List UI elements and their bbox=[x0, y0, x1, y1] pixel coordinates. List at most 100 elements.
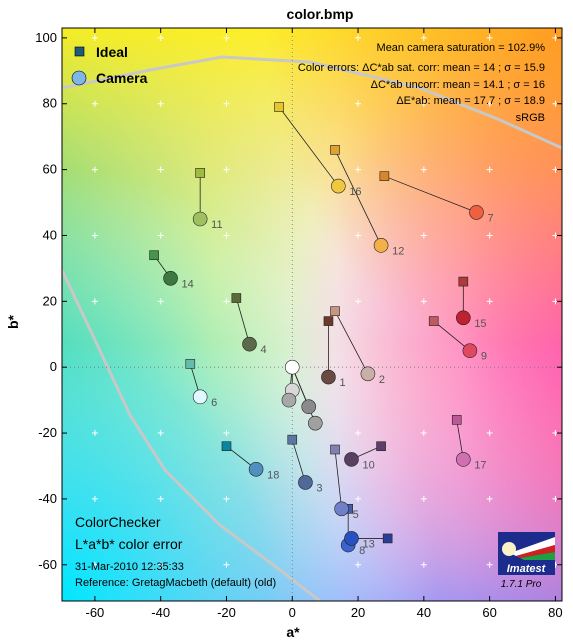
grid-mark bbox=[420, 430, 427, 437]
y-tick-label: -20 bbox=[38, 425, 57, 440]
grid-mark bbox=[420, 232, 427, 239]
grid-mark bbox=[223, 561, 230, 568]
y-tick-label: 60 bbox=[43, 162, 57, 177]
ideal-point bbox=[458, 276, 469, 287]
patch-label: 15 bbox=[474, 318, 486, 330]
patch-label: 14 bbox=[182, 278, 194, 290]
legend-ideal: Ideal bbox=[96, 44, 128, 60]
grid-mark bbox=[157, 100, 164, 107]
camera-point bbox=[192, 211, 208, 227]
error-line bbox=[291, 367, 316, 424]
y-tick-label: -60 bbox=[38, 557, 57, 572]
x-tick-label: 20 bbox=[351, 605, 365, 620]
grid-mark bbox=[420, 34, 427, 41]
y-axis-label: b* bbox=[5, 314, 21, 329]
ideal-point bbox=[382, 533, 393, 544]
error-line bbox=[433, 320, 471, 352]
error-line bbox=[291, 439, 306, 483]
camera-point bbox=[298, 475, 313, 490]
grid-mark bbox=[223, 430, 230, 437]
y-tick-label: 100 bbox=[35, 30, 57, 45]
camera-point bbox=[192, 389, 208, 405]
patch-label: 9 bbox=[481, 351, 487, 363]
grid-mark bbox=[355, 298, 362, 305]
gamut-boundary-top bbox=[62, 55, 562, 150]
patch-label: 17 bbox=[474, 459, 486, 471]
camera-point bbox=[307, 415, 323, 431]
legend-square-marker bbox=[74, 46, 85, 57]
camera-point bbox=[373, 238, 389, 253]
ideal-point bbox=[149, 250, 159, 261]
grid-mark bbox=[223, 232, 230, 239]
patch-label: 2 bbox=[379, 374, 385, 386]
camera-point bbox=[456, 310, 471, 326]
info-date: 31-Mar-2010 12:35:33 bbox=[75, 561, 184, 573]
camera-point bbox=[284, 359, 300, 375]
stat-saturation: Mean camera saturation = 102.9% bbox=[377, 42, 546, 54]
stats-box: Mean camera saturation = 102.9% Color er… bbox=[298, 42, 545, 124]
ideal-point bbox=[330, 306, 340, 317]
stat-colorspace: sRGB bbox=[516, 112, 545, 124]
patch-label: 5 bbox=[353, 509, 359, 521]
ideal-point bbox=[330, 444, 340, 455]
ideal-point bbox=[221, 441, 232, 452]
ideal-point bbox=[451, 415, 462, 425]
gamut-boundary-bottom bbox=[62, 269, 321, 601]
y-tick-label: 40 bbox=[43, 227, 57, 242]
error-line bbox=[235, 297, 250, 345]
grid-mark bbox=[420, 100, 427, 107]
chart-title: color.bmp bbox=[287, 6, 354, 22]
zero-axes bbox=[62, 28, 562, 601]
camera-point bbox=[456, 452, 471, 467]
ideal-point bbox=[287, 434, 298, 445]
camera-point bbox=[281, 392, 297, 408]
patch-label: 18 bbox=[267, 469, 279, 481]
y-tick-label: 20 bbox=[43, 293, 57, 308]
camera-point bbox=[331, 178, 346, 194]
x-tick-label: 0 bbox=[289, 605, 296, 620]
stat-uncorr: ΔC*ab uncorr: mean = 14.1 ; σ = 16 bbox=[371, 79, 545, 91]
logo-stripe-white bbox=[510, 537, 555, 556]
grid-mark bbox=[486, 561, 493, 568]
grid-mark bbox=[223, 495, 230, 502]
grid-mark bbox=[420, 561, 427, 568]
y-tick-label: -40 bbox=[38, 491, 57, 506]
camera-point bbox=[344, 452, 359, 467]
ideal-point bbox=[274, 102, 284, 112]
ideal-point bbox=[195, 168, 205, 178]
axis-ticks: -60 -40 -20 0 20 40 60 80 -60 -40 -20 0 20 40 60 80 100 bbox=[35, 28, 563, 620]
patch-label: 7 bbox=[487, 212, 493, 224]
patch-label: 12 bbox=[392, 245, 404, 257]
patch-label: 16 bbox=[349, 186, 361, 198]
y-tick-label: 80 bbox=[43, 96, 57, 111]
grid-mark bbox=[355, 100, 362, 107]
grid-mark bbox=[223, 34, 230, 41]
grid-mark bbox=[223, 166, 230, 173]
x-axis-label: a* bbox=[286, 624, 300, 640]
camera-point bbox=[163, 270, 178, 286]
legend-circle-marker bbox=[71, 70, 87, 86]
grid-mark bbox=[420, 298, 427, 305]
camera-point bbox=[321, 369, 336, 385]
version-text: 1.7.1 Pro bbox=[501, 579, 542, 590]
x-tick-label: -60 bbox=[85, 605, 104, 620]
patch-label: 13 bbox=[362, 538, 374, 550]
grid-mark bbox=[486, 495, 493, 502]
camera-point bbox=[242, 336, 257, 352]
ideal-point bbox=[323, 316, 334, 326]
info-name: ColorChecker bbox=[75, 514, 161, 530]
camera-point bbox=[462, 343, 478, 359]
error-line bbox=[334, 449, 343, 509]
x-tick-label: -20 bbox=[217, 605, 236, 620]
legend: Ideal Camera bbox=[71, 44, 148, 86]
stat-sat-corr: Color errors: ΔC*ab sat. corr: mean = 14… bbox=[298, 62, 545, 74]
logo-stripe-green bbox=[520, 552, 555, 560]
imatest-logo: Imatest 1.7.1 Pro bbox=[498, 532, 555, 590]
error-line bbox=[334, 311, 369, 374]
camera-point bbox=[344, 531, 359, 546]
camera-point bbox=[301, 399, 317, 415]
ideal-point bbox=[428, 316, 439, 326]
grid-mark bbox=[91, 298, 98, 305]
